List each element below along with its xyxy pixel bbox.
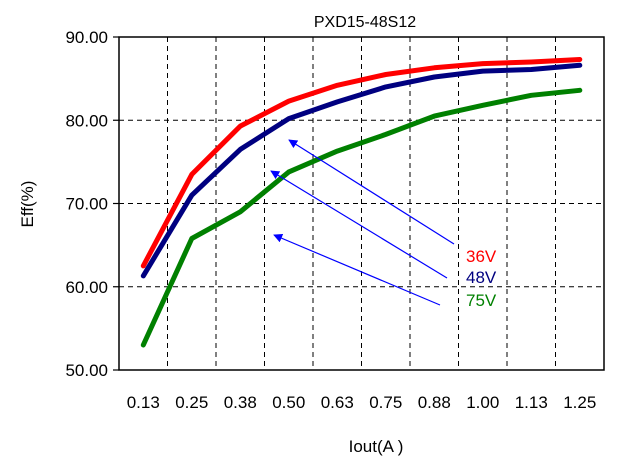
y-axis-ticks: 50.00 60.00 70.00 80.00 90.00 xyxy=(65,28,119,380)
y-tick-label: 80.00 xyxy=(65,111,108,130)
legend-pointer-arrows xyxy=(270,139,455,306)
legend: 36V 48V 75V xyxy=(466,247,497,310)
arrow-36v xyxy=(288,139,455,245)
series-line-75v xyxy=(140,87,583,348)
x-tick-label: 0.63 xyxy=(321,393,354,412)
series-lines xyxy=(140,57,583,348)
x-tick-label: 0.25 xyxy=(175,393,208,412)
x-tick-label: 0.13 xyxy=(127,393,160,412)
x-tick-label: 0.50 xyxy=(272,393,305,412)
chart-title: PXD15-48S12 xyxy=(314,14,416,31)
arrow-75v xyxy=(273,234,441,306)
x-axis-ticks: 0.13 0.25 0.38 0.50 0.63 0.75 0.88 1.00 1.13 1.25 xyxy=(127,393,597,412)
x-tick-label: 0.88 xyxy=(418,393,451,412)
series-line-48v xyxy=(140,62,583,279)
y-tick-label: 90.00 xyxy=(65,28,108,47)
y-tick-label: 50.00 xyxy=(65,361,108,380)
series-line-36v xyxy=(140,57,583,269)
arrow-48v xyxy=(270,170,448,279)
y-tick-label: 70.00 xyxy=(65,195,108,214)
legend-label-75v: 75V xyxy=(466,291,497,310)
x-tick-label: 1.00 xyxy=(466,393,499,412)
y-tick-label: 60.00 xyxy=(65,278,108,297)
x-tick-label: 0.75 xyxy=(369,393,402,412)
x-tick-label: 0.38 xyxy=(224,393,257,412)
x-tick-label: 1.25 xyxy=(563,393,596,412)
x-axis-label: Iout(A ) xyxy=(349,437,404,456)
legend-label-48v: 48V xyxy=(466,268,497,287)
x-tick-label: 1.13 xyxy=(515,393,548,412)
legend-label-36v: 36V xyxy=(466,247,497,266)
grid xyxy=(119,37,604,370)
y-axis-label: Eff(%) xyxy=(18,181,37,228)
